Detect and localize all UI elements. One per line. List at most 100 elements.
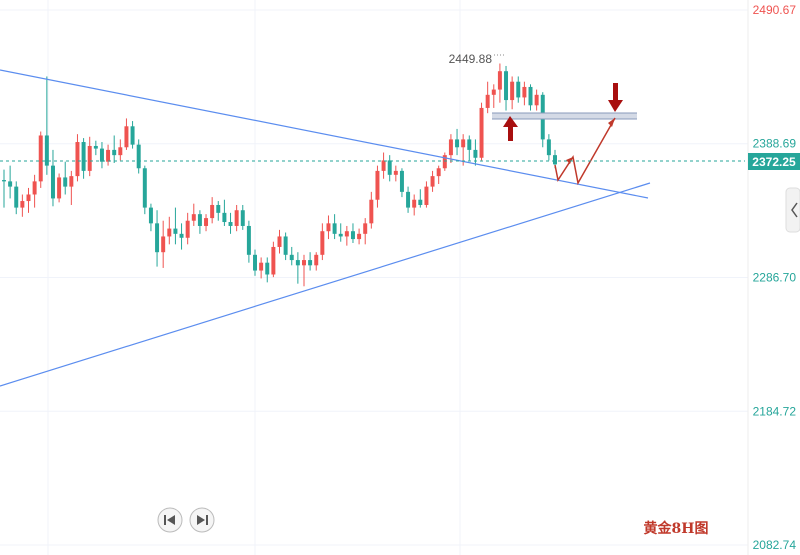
candle-body [2, 180, 6, 182]
candle [510, 76, 515, 110]
candle-body [516, 81, 521, 98]
candle-body [461, 139, 466, 148]
candle [69, 170, 74, 205]
candle [44, 76, 49, 175]
y-tick-label: 2286.70 [753, 271, 797, 285]
candle [118, 139, 123, 161]
candle [522, 81, 527, 106]
candle-body [295, 260, 300, 266]
candle-body [87, 145, 92, 171]
candle [430, 170, 435, 192]
candle-body [93, 145, 98, 149]
candle-body [528, 86, 533, 106]
candle [191, 203, 196, 226]
candle [75, 134, 80, 182]
candle [20, 194, 25, 217]
candle [81, 138, 86, 179]
candle [167, 216, 172, 245]
candle [179, 223, 184, 250]
candle-body [406, 191, 411, 208]
up-arrow-icon [503, 116, 518, 141]
candle [38, 131, 43, 188]
candle-body [26, 194, 31, 202]
candle-body [38, 135, 43, 182]
candle [155, 210, 160, 267]
candle [534, 89, 539, 111]
candle-body [497, 71, 502, 90]
candle-body [50, 165, 55, 199]
candle [467, 135, 472, 161]
candle-body [8, 181, 13, 187]
candle-body [20, 201, 25, 208]
candle-body [350, 231, 355, 240]
candle [344, 225, 349, 246]
candle-body [473, 149, 478, 158]
side-panel-toggle[interactable] [785, 187, 800, 233]
candle-body [191, 214, 196, 221]
candle [479, 102, 484, 161]
candle-body [32, 181, 37, 195]
candle [546, 134, 551, 161]
skip-forward-icon [197, 515, 208, 525]
candle-body [106, 149, 111, 162]
candle-body [357, 233, 362, 240]
candle-body [69, 176, 74, 187]
candle [424, 181, 429, 208]
prev-button[interactable] [157, 507, 183, 533]
candle [265, 257, 270, 283]
candle-body [375, 170, 380, 200]
y-tick-label: 2184.72 [753, 404, 797, 418]
candle [461, 134, 466, 166]
candle [259, 257, 264, 279]
candle-body [424, 186, 429, 205]
candle-body [412, 199, 417, 208]
candle [271, 241, 276, 278]
candle [148, 203, 153, 232]
candle-body [314, 254, 319, 266]
candle-body [308, 260, 313, 266]
upper-trendline [0, 69, 649, 199]
candle-body [546, 139, 551, 156]
candle [497, 63, 502, 103]
candle-body [63, 177, 68, 187]
next-button[interactable] [189, 507, 215, 533]
candle-body [320, 231, 325, 255]
candle [350, 223, 355, 244]
candle-body [491, 89, 496, 95]
candle-body [173, 228, 178, 234]
candle-body [75, 142, 80, 177]
candle-body [442, 155, 447, 169]
candle [295, 252, 300, 284]
candle [314, 252, 319, 271]
candle-body [448, 139, 453, 156]
high-marker: 2449.88 [449, 52, 506, 66]
candle-body [240, 210, 245, 226]
candle-body [338, 233, 343, 237]
candle-body [387, 160, 392, 175]
candle [63, 161, 68, 195]
candle [277, 229, 282, 254]
candle-body [136, 144, 141, 169]
candle-body [253, 254, 258, 271]
candle [338, 223, 343, 242]
candle [222, 199, 227, 226]
candle-body [130, 126, 135, 145]
candle [8, 165, 13, 199]
candle [326, 215, 331, 240]
candle [332, 214, 337, 240]
candle [106, 144, 111, 166]
grid-lines [0, 0, 748, 555]
candle [375, 165, 380, 208]
candle [455, 128, 460, 156]
candle-body [534, 94, 539, 106]
candle-body [179, 233, 184, 238]
candle-body [118, 147, 123, 156]
candle [2, 169, 6, 208]
candle [234, 204, 239, 232]
candle-body [479, 107, 484, 158]
candle [399, 168, 404, 198]
candle-body [504, 71, 509, 101]
candle [161, 220, 166, 268]
candle-body [326, 223, 331, 232]
